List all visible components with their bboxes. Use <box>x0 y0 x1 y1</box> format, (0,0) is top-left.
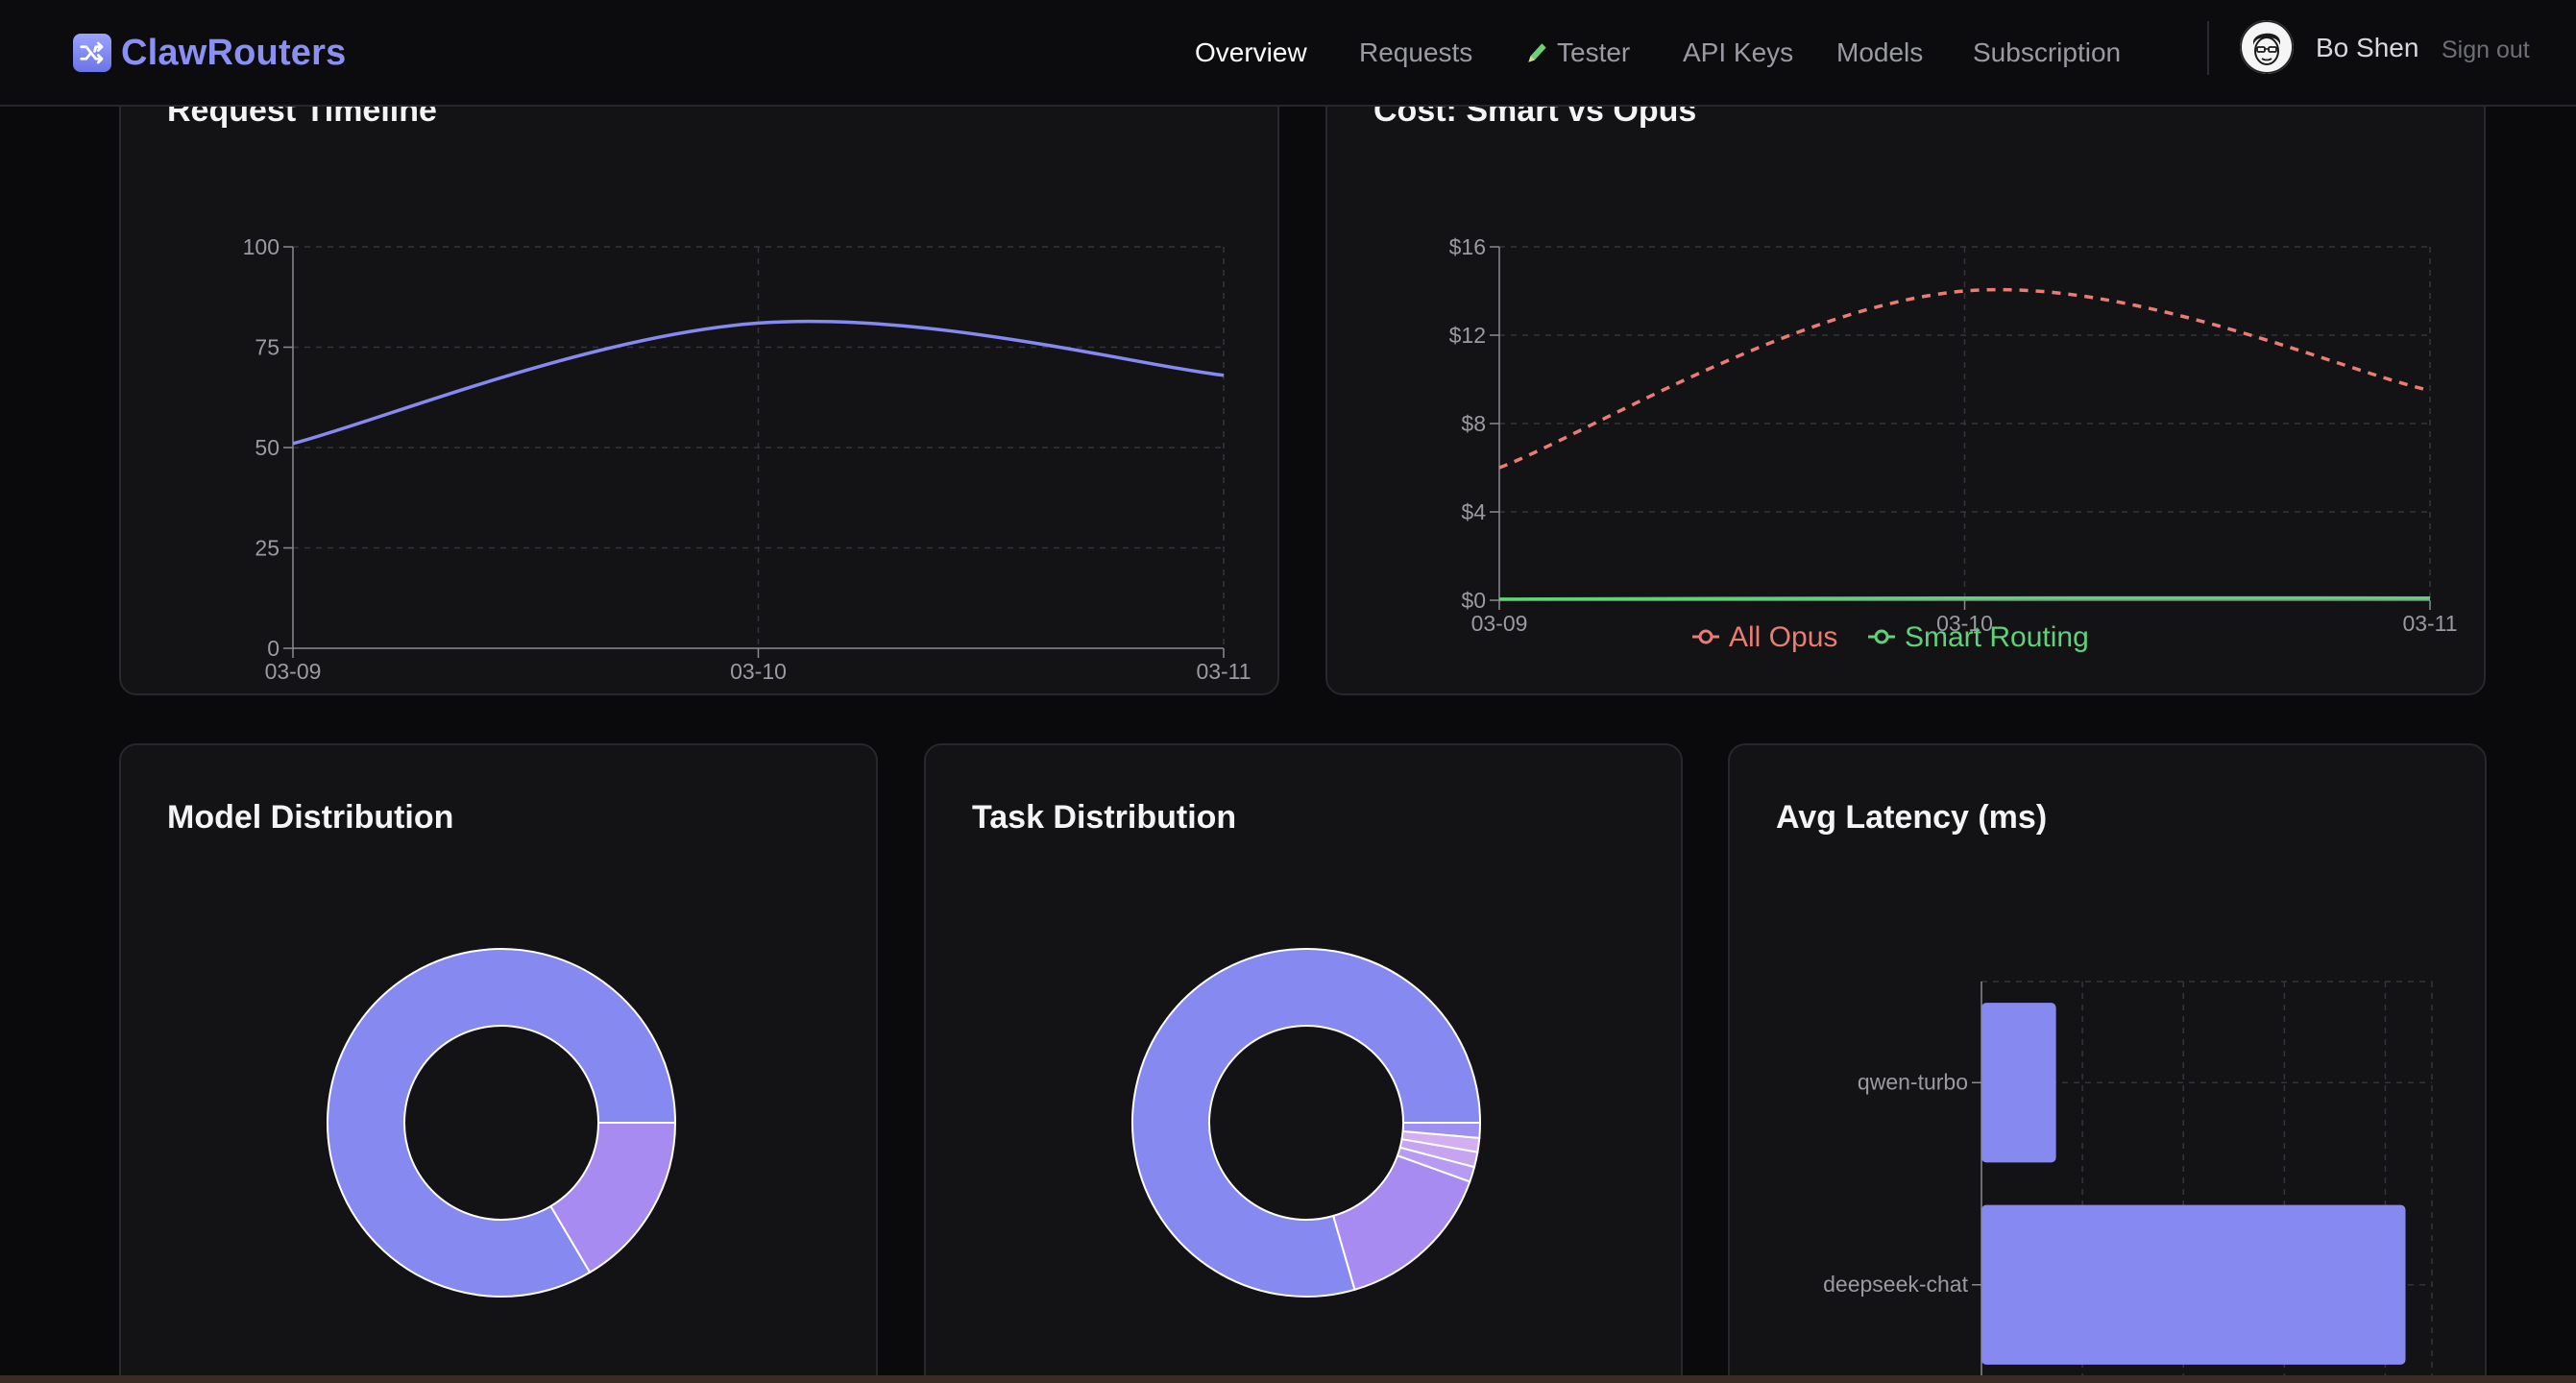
card-title: Model Distribution <box>167 799 454 836</box>
pie-slice <box>549 1122 677 1274</box>
request-timeline-card: Request Timeline 0 25 50 75 100 03-09 03-10 03-… <box>119 67 1279 695</box>
y-tick-label: $12 <box>1449 323 1486 348</box>
bar <box>1981 1204 2406 1365</box>
cost-card: Cost: Smart vs Opus $0 $4 $8 $12 $16 03-09 03-… <box>1325 67 2486 695</box>
pie-slice <box>1131 948 1482 1298</box>
y-tick-label: deepseek-chat <box>1823 1272 1968 1297</box>
x-tick-label: 03-10 <box>730 659 787 684</box>
nav-tester[interactable]: Tester <box>1524 29 1630 77</box>
pie-slice <box>1401 1122 1482 1139</box>
x-tick-label: 03-09 <box>265 659 322 684</box>
nav-models[interactable]: Models <box>1836 37 1924 67</box>
brand-logo[interactable]: ClawRouters <box>73 29 346 77</box>
y-tick-label: 75 <box>255 335 279 360</box>
x-tick-label: 03-10 <box>1936 611 1993 636</box>
top-navigation-bar: ClawRouters Overview Requests Tester API… <box>0 0 2576 107</box>
sign-out-link[interactable]: Sign out <box>2442 36 2530 63</box>
nav-api-keys[interactable]: API Keys <box>1683 37 1794 67</box>
y-tick-label: $0 <box>1461 588 1486 613</box>
y-tick-label: $16 <box>1449 234 1486 259</box>
bar <box>1981 1003 2056 1163</box>
y-tick-label: 0 <box>267 636 279 661</box>
legend-label: Smart Routing <box>1905 621 2089 653</box>
series-line <box>292 319 1225 446</box>
nav-tester-label: Tester <box>1557 37 1631 67</box>
cost-chart: $0 $4 $8 $12 $16 03-09 03-10 03-11 All Opus Smart… <box>1449 234 2458 653</box>
legend-marker-dot <box>1698 629 1713 644</box>
nav-requests[interactable]: Requests <box>1359 37 1473 67</box>
user-name: Bo Shen <box>2316 33 2419 62</box>
series-line <box>1498 287 2431 470</box>
x-tick-label: 03-09 <box>1471 611 1528 636</box>
y-tick-label: qwen-turbo <box>1858 1069 1968 1094</box>
task-distribution-chart <box>1131 948 1482 1298</box>
nav-subscription[interactable]: Subscription <box>1973 37 2122 67</box>
card-title: Task Distribution <box>972 799 1237 836</box>
avatar[interactable] <box>2240 20 2294 74</box>
x-tick-label: 03-11 <box>1196 659 1251 684</box>
nav-overview[interactable]: Overview <box>1195 37 1307 67</box>
pie-slice <box>1331 1153 1471 1292</box>
y-tick-label: $8 <box>1461 411 1486 436</box>
request-timeline-chart: 0 25 50 75 100 03-09 03-10 03-11 <box>243 234 1252 684</box>
latency-card: Avg Latency (ms) 06500130001950026000qwe… <box>1728 743 2487 1383</box>
model-distribution-chart <box>327 948 677 1298</box>
bottom-strip <box>0 1375 2576 1383</box>
pencil-icon <box>1528 43 1546 62</box>
series-line <box>1498 595 2431 601</box>
legend-label: All Opus <box>1729 621 1837 653</box>
y-tick-label: $4 <box>1461 499 1486 524</box>
shuffle-icon <box>73 34 111 72</box>
avatar-face-icon <box>2240 20 2294 74</box>
x-tick-label: 03-11 <box>2402 611 2457 636</box>
legend-marker-dot <box>1874 629 1889 644</box>
latency-chart: 06500130001950026000qwen-turbodeepseek-c… <box>1823 981 2433 1383</box>
y-tick-label: 100 <box>243 234 279 259</box>
brand-name: ClawRouters <box>121 32 347 73</box>
main-nav: Overview Requests Tester API Keys Models… <box>0 29 2576 77</box>
card-title: Avg Latency (ms) <box>1776 799 2048 836</box>
y-tick-label: 50 <box>255 435 279 460</box>
y-tick-label: 25 <box>255 536 279 561</box>
task-distribution-card: Task Distribution <box>924 743 1683 1383</box>
nav-divider <box>2207 21 2209 75</box>
model-distribution-card: Model Distribution <box>119 743 878 1383</box>
pie-slice <box>327 948 677 1298</box>
